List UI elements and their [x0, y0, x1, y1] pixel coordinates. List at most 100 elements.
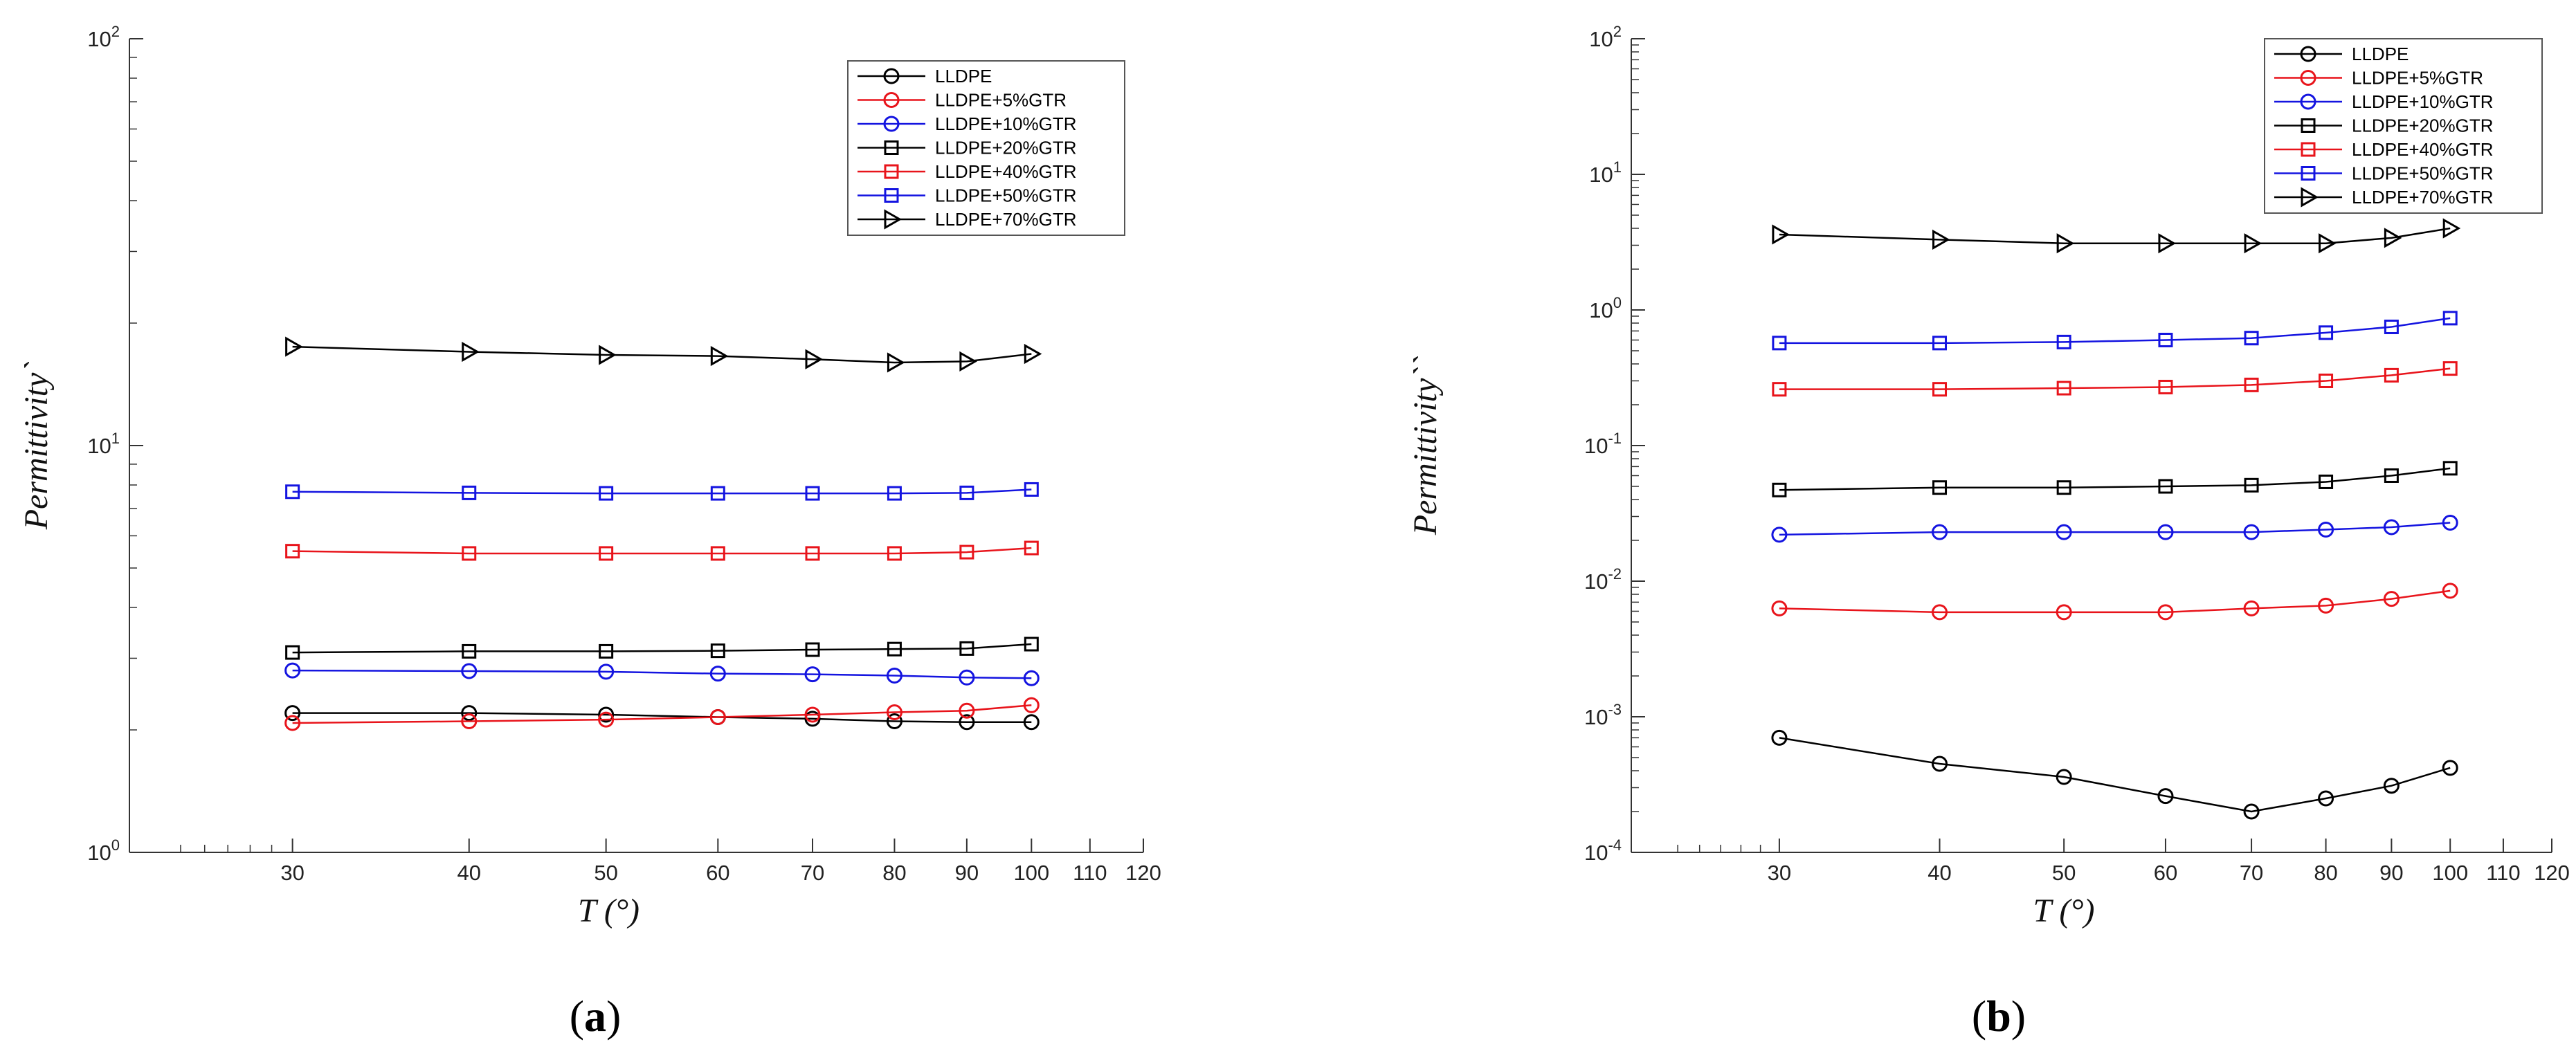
data-point — [599, 486, 614, 501]
legend-swatch-marker — [2301, 118, 2316, 133]
legend-swatch-marker — [884, 209, 902, 230]
data-point — [2158, 233, 2176, 254]
data-point — [1023, 670, 1040, 686]
data-point — [2442, 760, 2458, 776]
data-point — [887, 486, 902, 501]
x-tick-label: 40 — [1928, 861, 1951, 885]
data-point — [1024, 540, 1039, 556]
panel-label-open: ( — [570, 991, 584, 1041]
data-point — [710, 345, 729, 367]
data-point — [804, 666, 821, 683]
legend-entry: LLDPE+20%GTR — [935, 138, 1076, 158]
series-LLDPE+10%GTR — [284, 662, 1040, 686]
series-line — [292, 547, 1032, 555]
y-tick-exponent: -2 — [1608, 565, 1622, 583]
y-tick-exponent: 2 — [111, 23, 120, 40]
legend-swatch-marker — [2301, 166, 2316, 181]
series-line — [292, 643, 1032, 654]
data-point — [887, 352, 905, 373]
legend-entry: LLDPE+40%GTR — [935, 161, 1076, 182]
x-axis-title: T (°) — [2033, 892, 2095, 929]
series-LLDPE+50%GTR — [285, 482, 1039, 501]
panel-label: (a) — [570, 991, 622, 1041]
legend-swatch-marker — [884, 188, 899, 203]
series-LLDPE+40%GTR — [285, 540, 1039, 561]
data-point — [285, 544, 300, 559]
series-line — [1779, 317, 2451, 345]
series-line — [1779, 589, 2451, 614]
legend-entry: LLDPE — [2352, 44, 2409, 64]
x-tick-label: 70 — [801, 861, 824, 885]
panel-label-close: ) — [606, 991, 621, 1041]
data-point — [2442, 514, 2458, 531]
data-point — [462, 643, 477, 659]
panel-label-letter: b — [1986, 991, 2011, 1041]
data-point — [1772, 382, 1787, 397]
legend-entry: LLDPE+5%GTR — [2352, 68, 2483, 89]
x-tick-label: 90 — [955, 861, 979, 885]
data-point — [2243, 600, 2260, 616]
x-tick-label: 60 — [2154, 861, 2177, 885]
data-point — [887, 641, 902, 657]
data-point — [805, 642, 820, 657]
data-point — [709, 666, 726, 682]
data-point — [285, 645, 300, 660]
panel-label-close: ) — [2011, 991, 2026, 1041]
x-tick-label: 30 — [280, 861, 304, 885]
x-tick-label: 120 — [2534, 861, 2570, 885]
data-point — [959, 702, 975, 719]
data-point — [2056, 524, 2072, 540]
data-point — [959, 669, 975, 686]
legend-swatch-marker — [2300, 93, 2316, 110]
data-point — [959, 351, 977, 372]
legend-entry: LLDPE+10%GTR — [2352, 91, 2493, 112]
y-tick-label: 10-1 — [1584, 430, 1622, 458]
data-point — [284, 705, 301, 722]
data-point — [1771, 729, 1788, 746]
data-point — [2244, 331, 2259, 346]
y-tick-exponent: 1 — [1613, 158, 1622, 176]
legend-entry: LLDPE+10%GTR — [935, 113, 1076, 134]
data-point — [2442, 583, 2458, 599]
legend-swatch-marker — [2300, 46, 2316, 62]
data-point — [2319, 233, 2337, 254]
y-tick-base: 10 — [1584, 434, 1608, 458]
y-tick-label: 100 — [1589, 294, 1622, 322]
panel-label: (b) — [1972, 991, 2026, 1041]
y-tick-base: 10 — [1589, 298, 1613, 322]
series-line — [1779, 367, 2451, 390]
x-tick-label: 110 — [2486, 861, 2520, 885]
y-tick-label: 10-2 — [1584, 565, 1622, 594]
x-tick-label: 100 — [2432, 861, 2468, 885]
data-point — [2243, 803, 2260, 820]
data-point — [461, 713, 478, 730]
y-tick-base: 10 — [1589, 163, 1613, 187]
data-point — [2384, 367, 2399, 383]
data-point — [598, 711, 615, 728]
legend-swatch-marker — [884, 164, 899, 179]
series-line — [1779, 522, 2451, 536]
series-line — [292, 345, 1032, 364]
series-line — [292, 669, 1032, 679]
panel-label-letter: a — [584, 991, 606, 1041]
series-LLDPE+20%GTR — [285, 637, 1039, 660]
data-point — [959, 641, 974, 656]
data-point — [599, 546, 614, 561]
data-point — [2056, 381, 2071, 396]
x-tick-label: 110 — [1073, 861, 1107, 885]
y-tick-label: 102 — [87, 23, 120, 51]
y-tick-base: 10 — [87, 434, 111, 458]
data-point — [462, 485, 477, 500]
legend-swatch-marker — [2300, 70, 2316, 86]
data-point — [710, 643, 725, 659]
data-point — [2319, 474, 2334, 489]
data-point — [462, 341, 480, 363]
y-tick-label: 100 — [87, 836, 120, 865]
data-point — [461, 705, 478, 722]
series-line — [1779, 467, 2451, 491]
data-point — [2157, 524, 2174, 540]
data-point — [1024, 343, 1042, 365]
